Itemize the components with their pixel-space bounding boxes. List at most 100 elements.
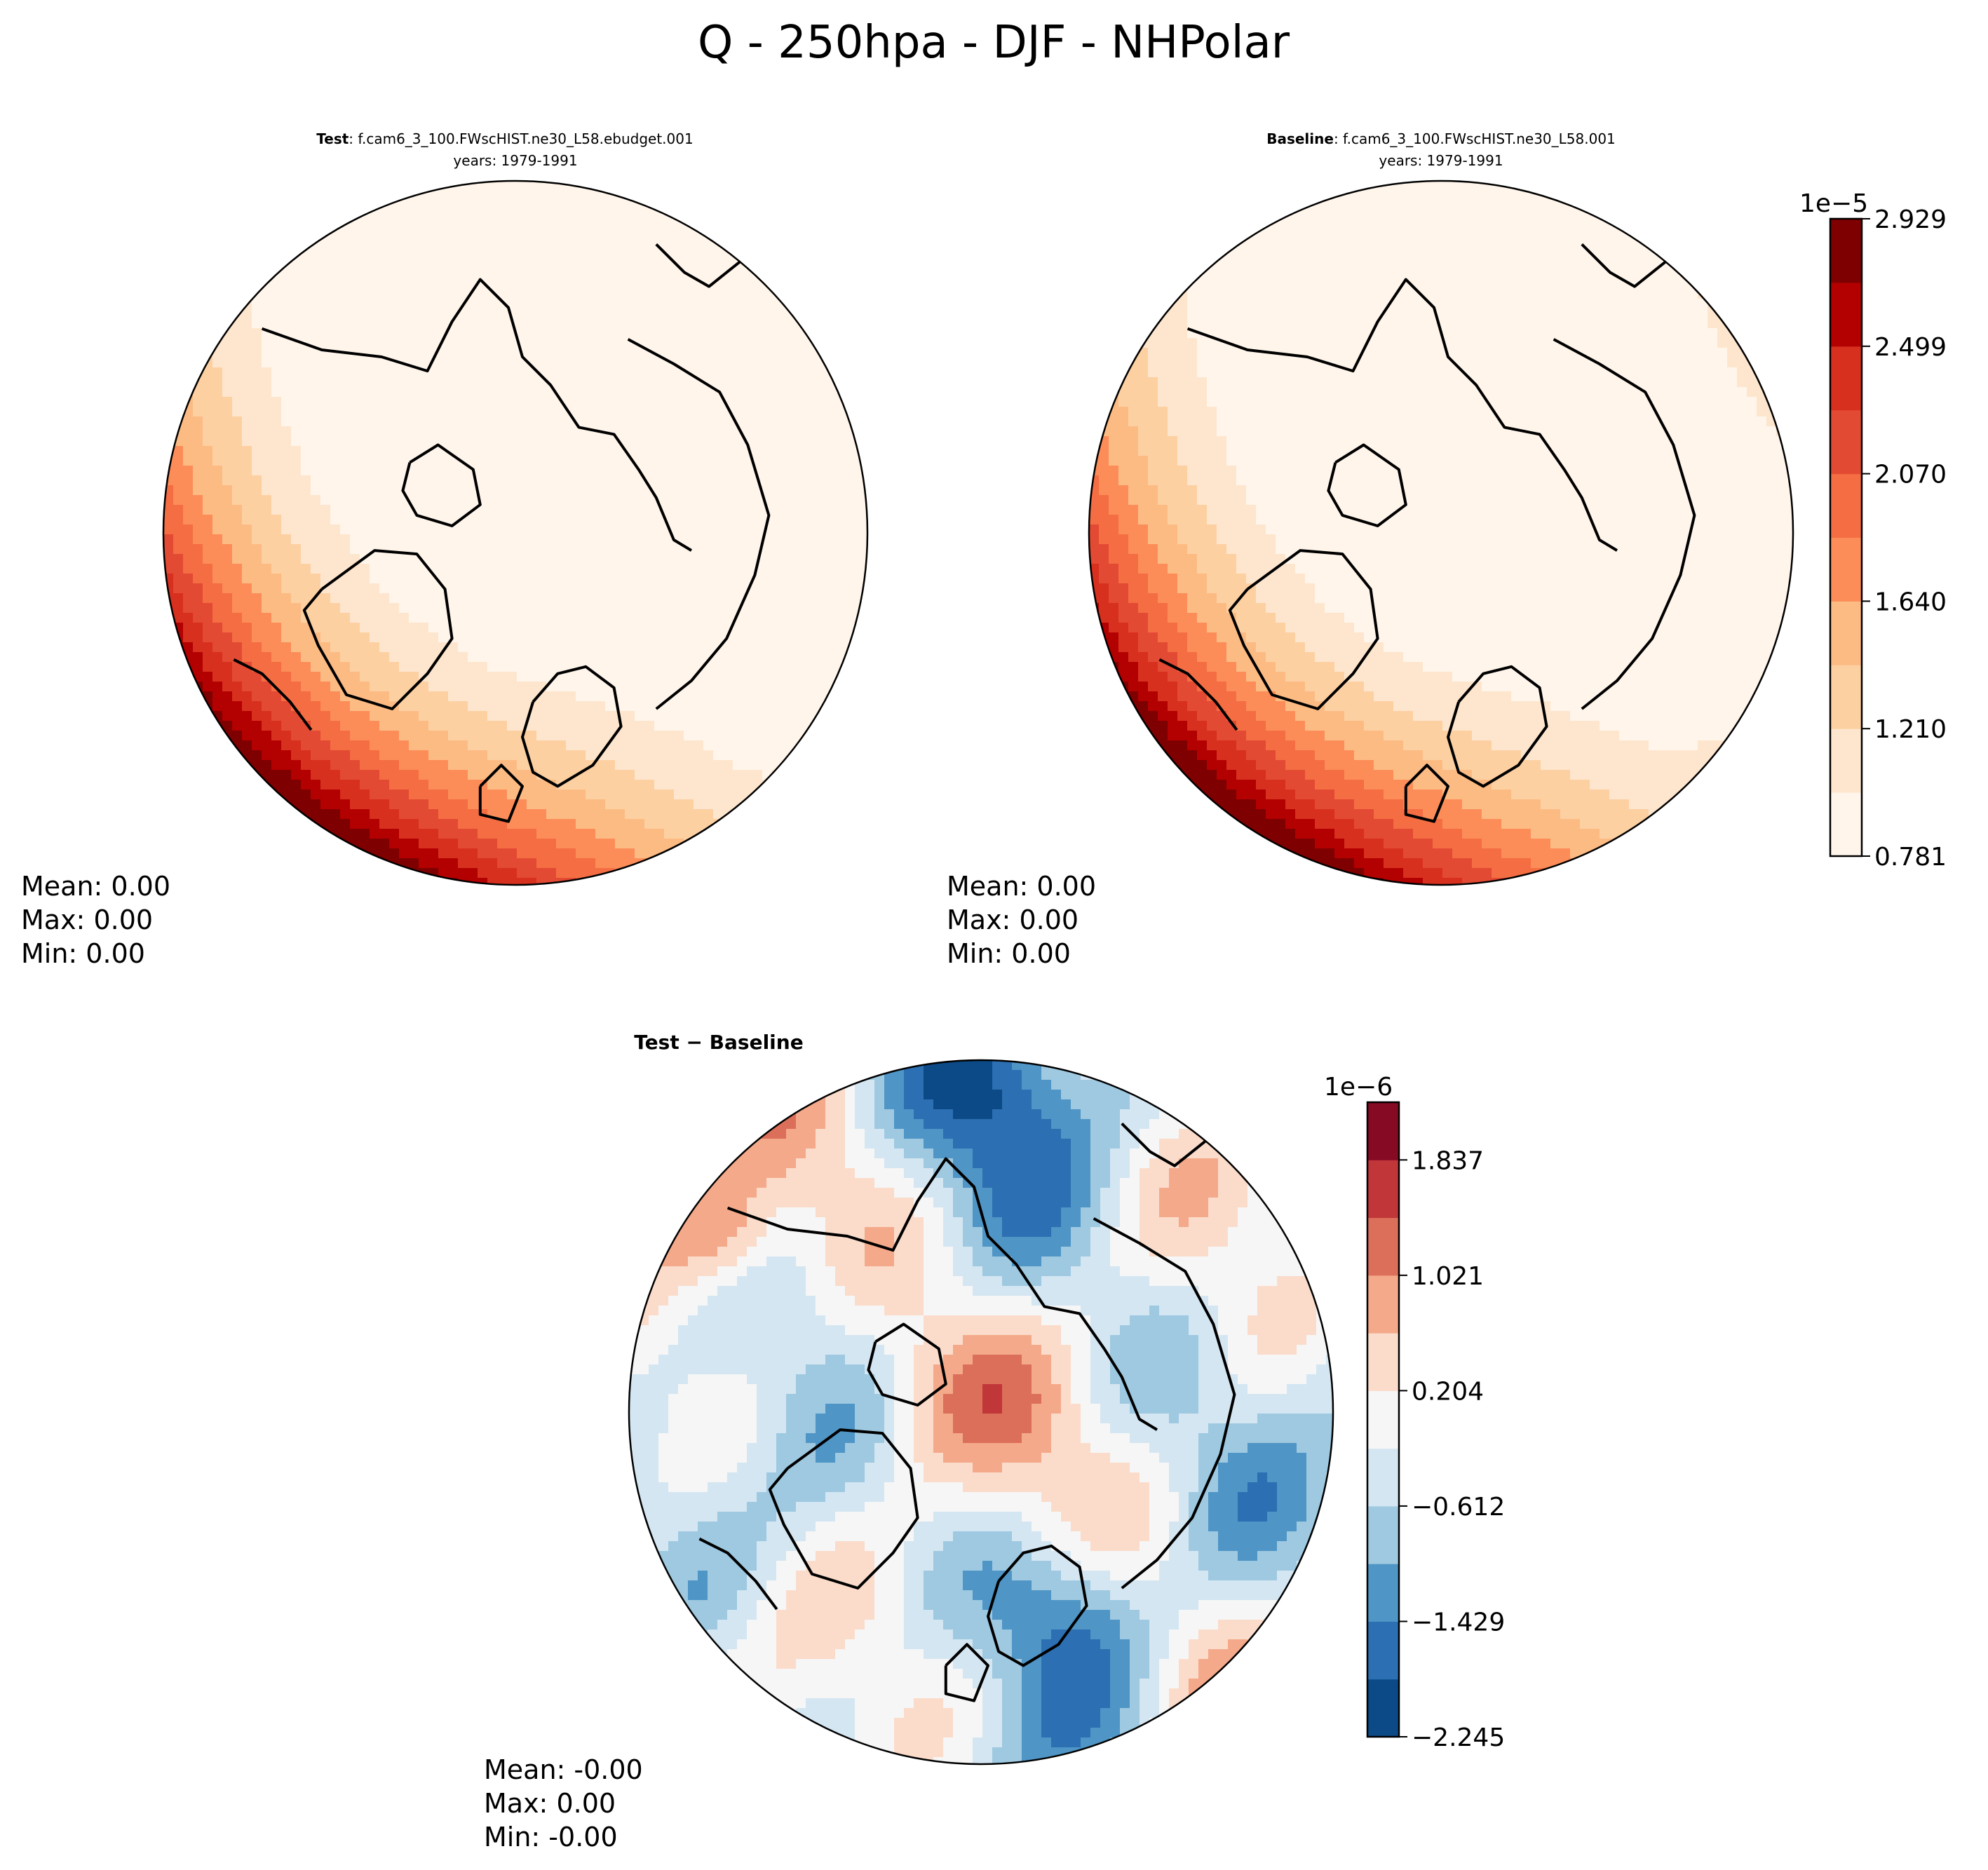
fill-test-cell	[360, 495, 370, 506]
fill-test-cell	[409, 544, 419, 555]
fill-baseline-cell	[1325, 210, 1335, 221]
fill-test-cell	[713, 397, 724, 407]
fill-baseline-cell	[1609, 250, 1620, 260]
fill-test-cell	[458, 279, 468, 290]
fill-test-cell	[448, 848, 459, 859]
fill-test-cell	[802, 534, 812, 545]
fill-test-cell	[586, 554, 596, 564]
fill-test-cell	[478, 318, 488, 329]
fill-test-cell	[664, 613, 675, 623]
fill-test-cell	[586, 858, 596, 869]
fill-test-cell	[262, 613, 272, 623]
fill-test-cell	[340, 790, 351, 800]
fill-test-cell	[635, 367, 645, 378]
fill-test-cell	[252, 505, 262, 515]
fill-test-cell	[576, 711, 586, 721]
fill-test-cell	[271, 574, 282, 584]
fill-test-cell	[330, 466, 341, 476]
fill-test-cell	[605, 309, 616, 319]
fill-test-cell	[212, 554, 223, 564]
fill-test-cell	[350, 770, 360, 780]
fill-test-cell	[222, 701, 233, 712]
fill-test-cell	[635, 799, 645, 810]
fill-baseline-cell	[1364, 309, 1374, 319]
fill-test-cell	[743, 416, 753, 427]
fill-baseline-cell	[1580, 220, 1590, 231]
fill-test-cell	[330, 534, 341, 545]
fill-test-cell	[674, 289, 684, 299]
fill-test-cell	[183, 436, 194, 447]
fill-test-cell	[340, 407, 351, 417]
fill-test-cell	[586, 269, 596, 280]
fill-test-cell	[458, 740, 468, 751]
fill-test-cell	[271, 367, 282, 378]
fill-baseline-cell	[1541, 299, 1551, 309]
fill-test-cell	[713, 682, 724, 692]
fill-test-cell	[743, 426, 753, 437]
fill-test-cell	[556, 475, 567, 486]
fill-test-cell	[752, 770, 763, 780]
fill-test-cell	[320, 387, 331, 398]
fill-test-cell	[262, 760, 272, 771]
fill-test-cell	[831, 426, 841, 437]
fill-test-cell	[468, 524, 478, 535]
fill-test-cell	[507, 191, 518, 201]
fill-test-cell	[458, 760, 468, 771]
fill-test-cell	[694, 770, 704, 780]
fill-test-cell	[664, 250, 675, 260]
fill-test-cell	[615, 819, 626, 829]
fill-test-cell	[517, 848, 527, 859]
fill-test-cell	[507, 240, 518, 250]
fill-baseline-cell	[1393, 309, 1404, 319]
fill-test-cell	[615, 240, 626, 250]
fill-test-cell	[615, 740, 626, 751]
fill-test-cell	[556, 446, 567, 456]
fill-test-cell	[713, 436, 724, 447]
fill-baseline-cell	[1462, 289, 1473, 299]
fill-test-cell	[507, 358, 518, 368]
fill-test-cell	[271, 711, 282, 721]
fill-test-cell	[733, 544, 743, 555]
fill-test-cell	[291, 593, 302, 604]
fill-test-cell	[389, 416, 400, 427]
fill-test-cell	[586, 367, 596, 378]
fill-test-cell	[811, 623, 822, 633]
fill-test-cell	[173, 456, 184, 466]
fill-test-cell	[468, 603, 478, 614]
fill-test-cell	[811, 564, 822, 574]
fill-test-cell	[330, 338, 341, 348]
fill-test-cell	[360, 524, 370, 535]
fill-test-cell	[586, 387, 596, 398]
fill-test-cell	[527, 829, 537, 839]
fill-test-cell	[428, 583, 439, 594]
fill-test-cell	[468, 534, 478, 545]
fill-test-cell	[546, 623, 557, 633]
fill-test-cell	[644, 780, 655, 790]
fill-test-cell	[183, 574, 194, 584]
fill-test-cell	[320, 358, 331, 368]
fill-test-cell	[664, 623, 675, 633]
fill-test-cell	[556, 250, 567, 260]
fill-test-cell	[782, 721, 792, 731]
fill-test-cell	[320, 554, 331, 564]
fill-test-cell	[694, 613, 704, 623]
fill-test-cell	[301, 642, 311, 653]
fill-test-cell	[576, 593, 586, 604]
fill-test-cell	[203, 495, 213, 506]
fill-test-cell	[841, 446, 851, 456]
fill-test-cell	[478, 299, 488, 309]
fill-test-cell	[536, 338, 547, 348]
fill-test-cell	[232, 475, 243, 486]
fill-test-cell	[497, 721, 508, 731]
fill-test-cell	[448, 475, 459, 486]
fill-test-cell	[409, 780, 419, 790]
fill-test-cell	[566, 397, 576, 407]
fill-baseline-cell	[1315, 309, 1325, 319]
fill-test-cell	[586, 259, 596, 270]
fill-test-cell	[703, 348, 714, 358]
fill-test-cell	[271, 780, 282, 790]
fill-test-cell	[419, 495, 429, 506]
fill-test-cell	[222, 495, 233, 506]
fill-test-cell	[271, 387, 282, 398]
fill-test-cell	[242, 642, 252, 653]
